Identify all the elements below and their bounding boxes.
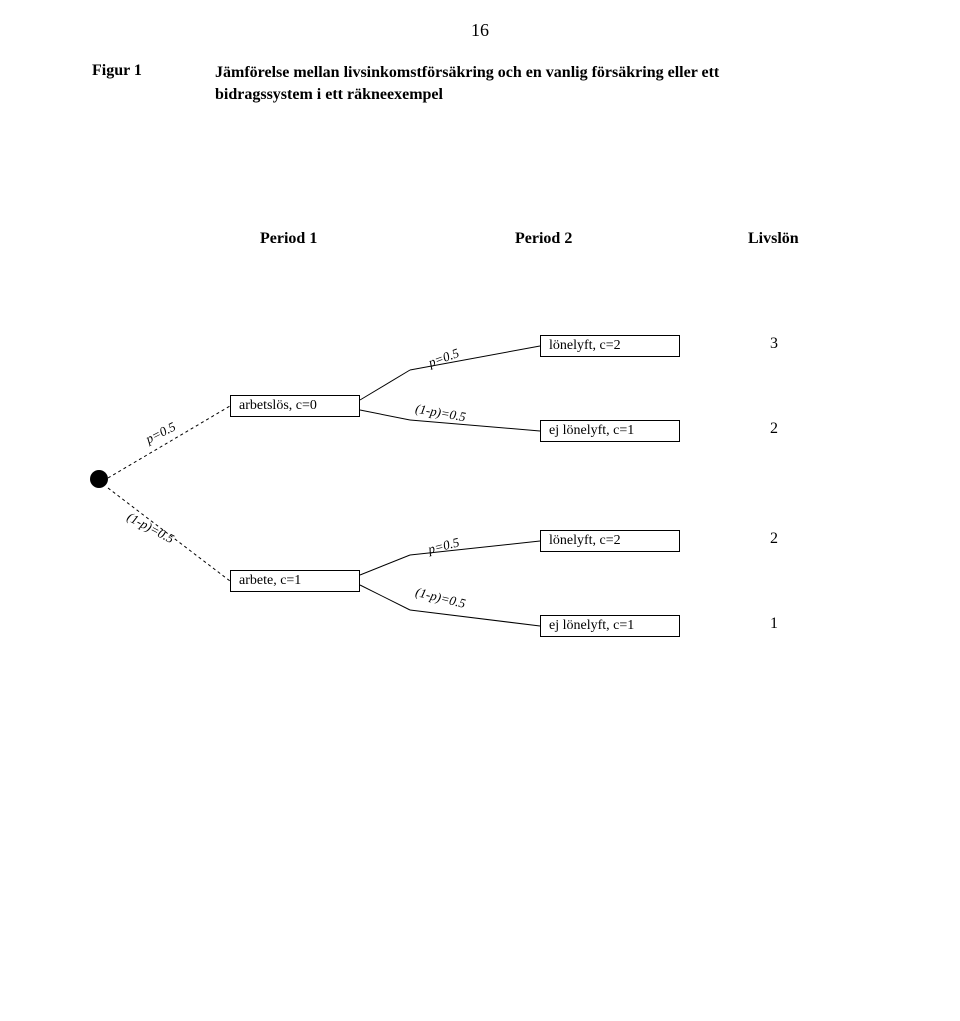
node-lonelyft-top: lönelyft, c=2 [540, 335, 680, 357]
node-ej-lonelyft-top: ej lönelyft, c=1 [540, 420, 680, 442]
livslon-top-up: 3 [770, 335, 778, 353]
livslon-bottom-up: 2 [770, 530, 778, 548]
edge-label-bottom-up: p=0.5 [427, 534, 461, 557]
node-lonelyft-bottom: lönelyft, c=2 [540, 530, 680, 552]
edge-label-bottom-down: (1-p)=0.5 [414, 584, 467, 612]
node-ej-lonelyft-bottom: ej lönelyft, c=1 [540, 615, 680, 637]
tree-root [90, 470, 108, 488]
livslon-top-down: 2 [770, 420, 778, 438]
edge-label-root-down: (1-p)=0.5 [124, 509, 177, 547]
edge-label-root-up: p=0.5 [143, 419, 178, 448]
figure-title: Jämförelse mellan livsinkomstförsäkring … [215, 62, 735, 107]
tree-edges [0, 0, 960, 1021]
col-header-livslon: Livslön [748, 230, 799, 248]
col-header-period1: Period 1 [260, 230, 317, 248]
node-arbetslos: arbetslös, c=0 [230, 395, 360, 417]
page-number: 16 [471, 20, 489, 41]
node-arbete: arbete, c=1 [230, 570, 360, 592]
edge-label-top-up: p=0.5 [426, 345, 461, 371]
col-header-period2: Period 2 [515, 230, 572, 248]
livslon-bottom-down: 1 [770, 615, 778, 633]
edge-label-top-down: (1-p)=0.5 [414, 401, 467, 426]
figure-label: Figur 1 [92, 62, 142, 80]
